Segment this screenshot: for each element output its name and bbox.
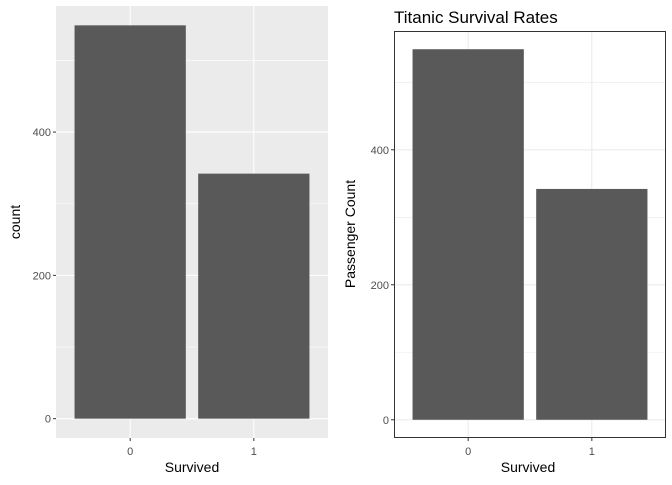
y-tick-label: 200 xyxy=(33,270,51,282)
x-axis-label: Survived xyxy=(165,459,219,475)
bars xyxy=(74,25,310,419)
y-tick-label: 0 xyxy=(383,415,389,427)
x-tick-label: 1 xyxy=(589,446,595,458)
bars xyxy=(412,49,648,420)
y-axis: 0 200 400 xyxy=(33,127,56,426)
y-axis-label: count xyxy=(7,205,23,239)
y-axis-label: Passenger Count xyxy=(342,180,358,288)
y-axis: 0 200 400 xyxy=(371,145,394,427)
y-tick-label: 200 xyxy=(371,280,389,292)
x-tick-label: 0 xyxy=(465,446,471,458)
x-tick-label: 0 xyxy=(127,446,133,458)
bar-1 xyxy=(198,173,310,419)
x-axis-label: Survived xyxy=(501,459,555,475)
panel-border xyxy=(394,31,666,438)
chart-title: Titanic Survival Rates xyxy=(394,8,558,27)
y-tick-label: 400 xyxy=(33,127,51,139)
bar-0 xyxy=(412,49,524,420)
bar-0 xyxy=(74,25,186,419)
y-tick-label: 400 xyxy=(371,145,389,157)
y-tick-label: 0 xyxy=(45,414,51,426)
bar-1 xyxy=(536,188,648,420)
x-tick-label: 1 xyxy=(251,446,257,458)
